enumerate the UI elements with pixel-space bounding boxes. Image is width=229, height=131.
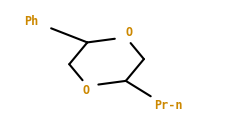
Text: Pr-n: Pr-n: [155, 99, 183, 112]
Text: O: O: [126, 26, 133, 39]
Text: O: O: [83, 84, 90, 97]
Text: Ph: Ph: [24, 15, 38, 28]
